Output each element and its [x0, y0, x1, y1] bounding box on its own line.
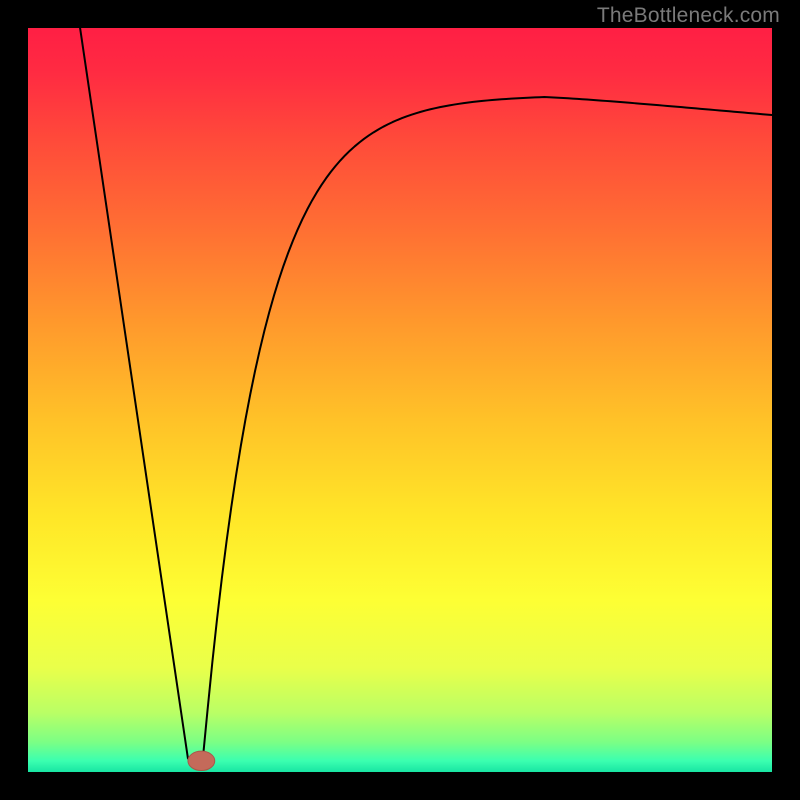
chart-background-gradient: [28, 28, 772, 772]
optimal-point-marker: [188, 751, 215, 770]
chart-outer-frame: TheBottleneck.com: [0, 0, 800, 800]
bottleneck-curve-chart: [28, 28, 772, 772]
watermark-text: TheBottleneck.com: [597, 4, 780, 28]
chart-plot-area: [28, 28, 772, 772]
